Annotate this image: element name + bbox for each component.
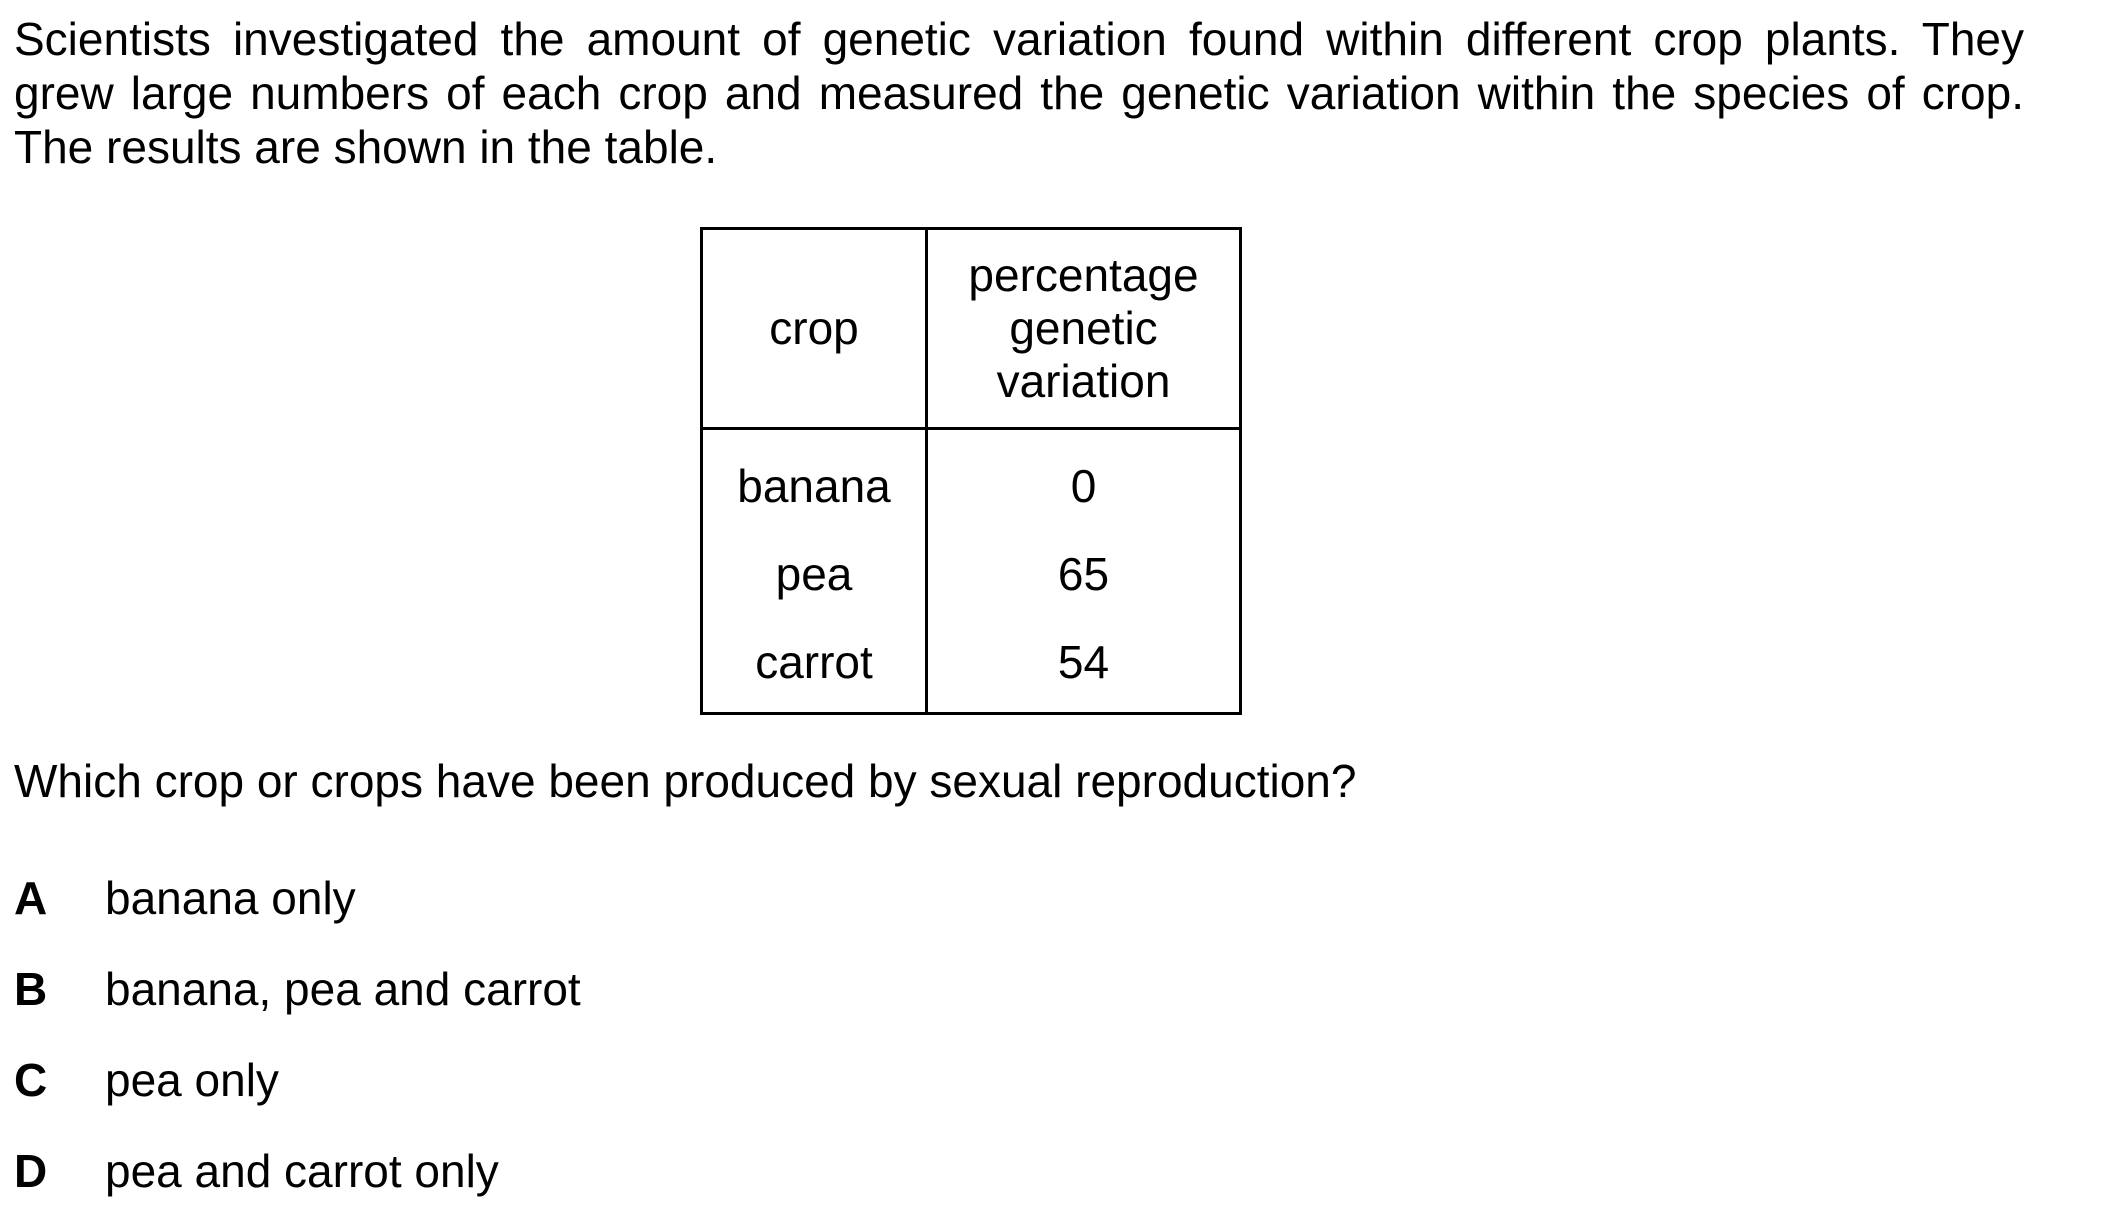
header-percentage-genetic-variation: percentage genetic variation xyxy=(925,227,1242,430)
cell-variation: 54 xyxy=(925,618,1242,714)
option-letter: A xyxy=(14,871,48,924)
option-text: banana only xyxy=(105,871,356,924)
cell-crop: carrot xyxy=(700,618,928,714)
header-crop: crop xyxy=(700,227,928,430)
results-table: crop percentage genetic variation banana… xyxy=(700,227,1242,715)
table-row: pea 65 xyxy=(700,530,1242,618)
option-letter: C xyxy=(14,1053,48,1106)
option-text: banana, pea and carrot xyxy=(105,962,581,1015)
header-line: variation xyxy=(996,355,1171,407)
intro-line: grew large numbers of each crop and meas… xyxy=(14,67,2024,119)
table-header-row: crop percentage genetic variation xyxy=(700,227,1242,430)
option-text: pea and carrot only xyxy=(105,1144,499,1197)
option-b[interactable]: B banana, pea and carrot xyxy=(14,943,581,1034)
cell-crop: banana xyxy=(700,428,928,530)
cell-variation: 65 xyxy=(925,530,1242,618)
option-a[interactable]: A banana only xyxy=(14,852,581,943)
cell-crop: pea xyxy=(700,530,928,618)
header-line: genetic xyxy=(1009,302,1158,354)
table-row: banana 0 xyxy=(700,428,1242,530)
intro-line: Scientists investigated the amount of ge… xyxy=(14,13,2024,65)
option-d[interactable]: D pea and carrot only xyxy=(14,1125,581,1216)
option-letter: B xyxy=(14,962,48,1015)
cell-variation: 0 xyxy=(925,428,1242,530)
option-letter: D xyxy=(14,1144,48,1197)
option-c[interactable]: C pea only xyxy=(14,1034,581,1125)
answer-options: A banana only B banana, pea and carrot C… xyxy=(14,852,581,1216)
header-line: percentage xyxy=(968,249,1199,301)
option-text: pea only xyxy=(105,1053,279,1106)
intro-line: The results are shown in the table. xyxy=(14,121,718,173)
intro-paragraph: Scientists investigated the amount of ge… xyxy=(14,12,2024,174)
question-text: Which crop or crops have been produced b… xyxy=(14,755,1357,807)
table-row: carrot 54 xyxy=(700,618,1242,714)
